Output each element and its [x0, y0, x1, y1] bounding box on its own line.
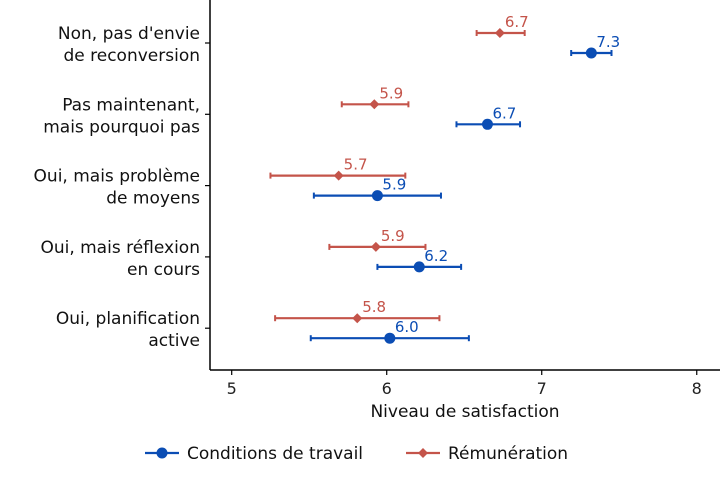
y-category-label: Oui, mais réflexion — [40, 238, 200, 258]
x-tick-label: 7 — [537, 379, 547, 398]
data-label: 5.9 — [381, 227, 405, 245]
data-label: 6.0 — [395, 318, 419, 336]
y-category-label: de moyens — [106, 189, 200, 209]
data-label: 5.9 — [382, 176, 406, 194]
legend-label: Conditions de travail — [187, 444, 363, 464]
y-category-label: Oui, planification — [56, 309, 200, 329]
data-label: 6.7 — [505, 13, 529, 31]
data-label: 5.9 — [379, 84, 403, 102]
data-label: 5.7 — [344, 156, 368, 174]
y-category-label: Non, pas d'envie — [58, 24, 200, 44]
data-label: 6.2 — [424, 247, 448, 265]
data-point-diamond — [494, 28, 505, 38]
data-point-diamond — [369, 99, 380, 110]
data-point-diamond — [352, 313, 363, 324]
data-label: 6.7 — [492, 104, 516, 122]
y-category-label: en cours — [127, 260, 200, 280]
y-category-label: Pas maintenant, — [62, 95, 200, 115]
y-category-label: mais pourquoi pas — [43, 117, 200, 137]
data-point-circle — [413, 261, 425, 273]
data-point-circle — [481, 118, 493, 130]
legend-label: Rémunération — [448, 444, 568, 464]
data-point-diamond — [370, 241, 381, 252]
data-point-circle — [371, 190, 383, 202]
data-label: 5.8 — [362, 298, 386, 316]
y-category-label: de reconversion — [63, 46, 200, 66]
legend-circle-icon — [156, 447, 168, 459]
y-category-label: Oui, mais problème — [34, 167, 200, 187]
y-category-label: active — [148, 331, 200, 351]
legend-diamond-icon — [418, 448, 428, 458]
data-point-circle — [585, 47, 597, 59]
axes — [209, 0, 720, 371]
legend: Conditions de travail Rémunération — [145, 444, 568, 464]
x-tick-label: 5 — [227, 379, 237, 398]
x-axis-title: Niveau de satisfaction — [370, 402, 559, 422]
data-label: 7.3 — [596, 33, 620, 51]
data-point-circle — [384, 332, 396, 344]
x-tick-label: 8 — [692, 379, 702, 398]
data-point-diamond — [333, 170, 344, 181]
x-tick-label: 6 — [382, 379, 392, 398]
